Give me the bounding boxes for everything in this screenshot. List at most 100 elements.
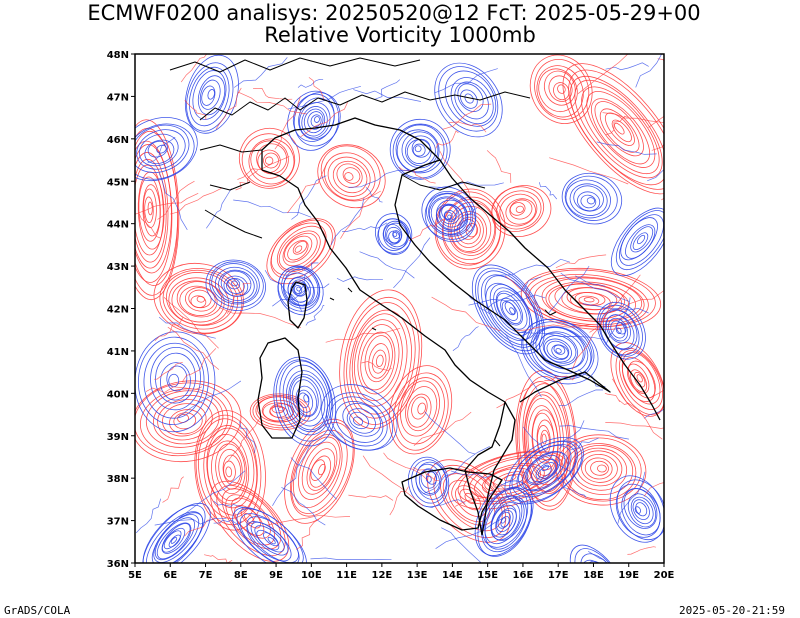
positive-vorticity-contour [555,254,607,269]
negative-vorticity-contour [185,54,239,134]
negative-vorticity-contour [414,145,422,153]
negative-vorticity-contour [605,62,649,71]
negative-vorticity-contour [385,222,408,248]
negative-vorticity-contour [142,504,206,563]
negative-vorticity-contour [220,270,252,297]
negative-vorticity-contour [435,516,506,549]
negative-vorticity-contour [186,62,234,132]
negative-vorticity-contour [213,519,242,526]
positive-vorticity-contour [553,82,570,101]
negative-vorticity-contour [233,57,288,88]
positive-vorticity-contour [351,313,408,407]
lon-tick-label: 16E [513,570,534,581]
negative-vorticity-contour [580,194,597,209]
positive-vorticity-contour [147,201,153,216]
negative-vorticity-contour [226,277,245,294]
positive-vorticity-contour [599,108,640,153]
negative-vorticity-contour [279,360,332,436]
positive-vorticity-contour [504,275,547,311]
positive-vorticity-contour [614,122,625,135]
negative-vorticity-contour [156,522,192,560]
negative-vorticity-contour [452,326,479,351]
negative-vorticity-contour [420,469,437,489]
positive-vorticity-contour [135,158,167,263]
sicily-coastline [401,467,503,531]
positive-vorticity-contour [509,202,526,216]
positive-vorticity-contour [161,403,207,437]
negative-vorticity-contour [348,170,410,188]
negative-vorticity-contour [546,340,570,361]
lat-tick-label: 40N [107,389,129,400]
negative-vorticity-contour [146,511,204,563]
negative-vorticity-contour [521,332,605,341]
negative-vorticity-contour [135,117,198,182]
positive-vorticity-contour [621,352,661,405]
positive-vorticity-contour [605,422,664,429]
positive-vorticity-contour [216,485,286,557]
lat-tick-label: 38N [107,474,129,485]
negative-vorticity-contour [621,488,661,536]
negative-vorticity-contour [263,532,279,547]
positive-vorticity-contour [455,485,487,518]
lat-tick-label: 36N [107,559,129,570]
negative-vorticity-contour [209,261,264,308]
positive-vorticity-contour [534,59,590,120]
negative-vorticity-contour [330,197,365,246]
negative-vorticity-contour [504,333,542,398]
positive-vorticity-contour [249,393,311,431]
negative-vorticity-contour [499,258,571,276]
negative-vorticity-contour [582,303,649,314]
negative-vorticity-contour [619,214,664,266]
negative-vorticity-contour [310,114,322,128]
positive-vorticity-contour [167,326,220,370]
positive-vorticity-contour [548,75,573,102]
positive-vorticity-contour [354,319,403,401]
negative-vorticity-contour [663,275,664,277]
negative-vorticity-contour [475,267,543,352]
negative-vorticity-contour [170,537,178,544]
positive-vorticity-contour [292,240,308,255]
positive-vorticity-contour [515,369,577,511]
negative-vorticity-contour [532,326,589,374]
negative-vorticity-contour [396,129,440,173]
positive-vorticity-contour [427,459,511,543]
positive-vorticity-contour [287,240,309,261]
negative-vorticity-contour [484,495,527,550]
positive-vorticity-contour [611,119,632,143]
lat-tick-label: 39N [107,432,129,443]
positive-vorticity-contour [362,455,424,507]
positive-vorticity-contour [241,133,296,187]
positive-vorticity-contour [364,335,393,383]
negative-vorticity-contour [495,290,528,330]
north-borders [169,57,421,73]
positive-vorticity-contour [266,514,351,526]
negative-vorticity-contour [421,186,477,240]
positive-vorticity-contour [368,343,390,379]
negative-vorticity-contour [359,251,415,279]
negative-vorticity-contour [543,338,572,363]
negative-vorticity-contour [166,365,188,392]
negative-vorticity-contour [444,211,453,220]
negative-vorticity-contour [188,66,230,127]
positive-vorticity-contour [237,156,290,180]
positive-vorticity-contour [562,63,664,195]
negative-vorticity-contour [474,480,534,556]
small-islands [329,287,557,447]
footer-software-label: GrADS/COLA [4,604,71,617]
negative-vorticity-contour [201,85,216,106]
positive-vorticity-contour [589,274,641,333]
negative-vorticity-contour [136,129,186,170]
negative-vorticity-contour [273,356,336,447]
negative-vorticity-contour [135,331,216,433]
negative-vorticity-contour [632,499,650,521]
negative-vorticity-contour [336,276,383,282]
positive-vorticity-contour [515,205,524,213]
negative-vorticity-contour [267,536,276,545]
lat-tick-label: 44N [107,220,129,231]
negative-vorticity-contour [314,116,320,123]
positive-vorticity-contour [536,65,584,118]
positive-vorticity-contour [371,349,387,374]
negative-vorticity-contour [330,396,388,447]
negative-vorticity-contour [564,175,618,221]
positive-vorticity-contour [597,464,607,473]
